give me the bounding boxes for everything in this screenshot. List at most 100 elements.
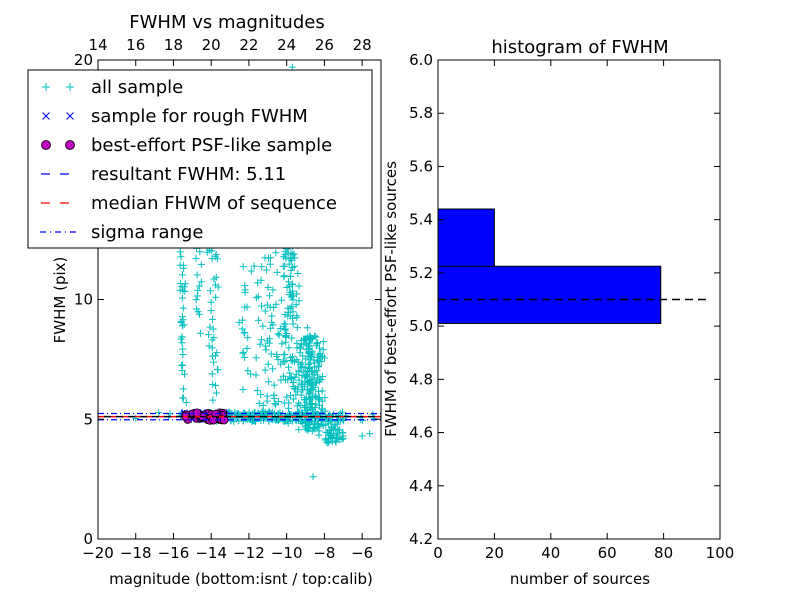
all-sample-point	[281, 248, 289, 256]
hist-x-tick-label: 80	[654, 544, 673, 562]
hist-y-tick-label: 4.4	[409, 477, 433, 495]
all-sample-point	[279, 417, 287, 425]
all-sample-point	[307, 334, 315, 342]
all-sample-point	[240, 329, 248, 337]
reference-lines	[98, 412, 381, 421]
all-sample-point	[253, 387, 261, 395]
all-sample-point	[263, 301, 271, 309]
legend-entry: sigma range	[40, 222, 203, 243]
all-sample-point	[293, 402, 301, 410]
all-sample-point	[295, 376, 303, 384]
all-sample-point	[262, 346, 270, 354]
all-sample-point	[289, 308, 297, 316]
hist-y-tick-label: 5.4	[409, 211, 433, 229]
all-sample-point	[286, 255, 294, 263]
all-sample-point	[240, 409, 248, 417]
all-sample-point	[366, 430, 374, 438]
legend-label: sample for rough FWHM	[91, 106, 308, 127]
all-sample-point	[284, 309, 292, 317]
all-sample-point	[295, 282, 303, 290]
all-sample-point	[211, 352, 219, 360]
x-tick-label: −8	[313, 544, 335, 562]
legend-entry: median FHWM of sequence	[40, 193, 337, 214]
histogram-bars	[437, 208, 662, 324]
all-sample-point	[304, 426, 312, 434]
all-sample-point	[287, 374, 295, 382]
all-sample-point	[324, 417, 332, 425]
all-sample-point	[208, 344, 216, 352]
all-sample-point	[313, 421, 321, 429]
all-sample-point	[289, 417, 297, 425]
all-sample-point	[287, 272, 295, 280]
all-sample-point	[318, 405, 326, 413]
all-sample-point	[338, 408, 346, 416]
all-sample-point	[265, 254, 273, 262]
all-sample-point	[208, 255, 216, 263]
all-sample-point	[285, 260, 293, 268]
all-sample-point	[193, 292, 201, 300]
all-sample-point	[241, 286, 249, 294]
all-sample-point	[155, 409, 163, 417]
all-sample-point	[236, 411, 244, 419]
all-sample-point	[320, 354, 328, 362]
all-sample-point	[309, 393, 317, 401]
scatter-axes: −20 −18 −16 −14 −12 −10 −8 −6 14 16 18 20 22 24 26 28 0 5…	[74, 36, 381, 562]
all-sample-point	[257, 417, 265, 425]
y-tick-label: 5	[83, 410, 93, 428]
top-tick-label: 28	[353, 36, 372, 54]
all-sample-point	[281, 399, 289, 407]
all-sample-point	[239, 386, 247, 394]
all-sample-point	[303, 340, 311, 348]
all-sample-point	[284, 363, 292, 371]
all-sample-point	[178, 361, 186, 369]
top-tick-label: 18	[164, 36, 183, 54]
hist-y-tick-label: 5.8	[409, 104, 433, 122]
y-tick-label: 10	[74, 291, 93, 309]
all-sample-point	[286, 288, 294, 296]
all-sample-point	[358, 432, 366, 440]
all-sample-point	[276, 325, 284, 333]
all-sample-point	[268, 312, 276, 320]
all-sample-point	[317, 352, 325, 360]
all-sample-point	[316, 377, 324, 385]
all-sample-point	[176, 286, 184, 294]
all-sample-point	[264, 283, 272, 291]
all-sample-point	[293, 314, 301, 322]
all-sample-point	[212, 251, 220, 259]
all-sample-point	[241, 353, 249, 361]
all-sample-point	[192, 254, 200, 262]
all-sample-point	[263, 266, 271, 274]
all-sample-point	[279, 372, 287, 380]
all-sample-point	[181, 370, 189, 378]
legend-label: all sample	[91, 77, 183, 98]
all-sample-point	[313, 371, 321, 379]
all-sample-point	[177, 280, 185, 288]
all-sample-point	[287, 266, 295, 274]
all-sample-point	[295, 426, 303, 434]
all-sample-point	[179, 316, 187, 324]
all-sample-point	[319, 422, 327, 430]
scatter-chart: −20 −18 −16 −14 −12 −10 −8 −6 14 16 18 20 22 24 26 28 0 5…	[27, 12, 382, 588]
hist-x-tick-label: 60	[598, 544, 617, 562]
all-sample-point	[178, 294, 186, 302]
all-sample-point	[359, 416, 367, 424]
scatter-y-axis-label: FWHM (pix)	[51, 257, 69, 344]
all-sample-point	[213, 366, 221, 374]
all-sample-point	[307, 376, 315, 384]
all-sample-point	[306, 350, 314, 358]
all-sample-point	[301, 403, 309, 411]
all-sample-point	[297, 344, 305, 352]
all-sample-point	[272, 401, 280, 409]
legend-label: best-effort PSF-like sample	[91, 135, 332, 156]
top-tick-label: 14	[88, 36, 107, 54]
all-sample-point	[208, 370, 216, 378]
all-sample-point	[176, 261, 184, 269]
all-sample-point	[306, 333, 314, 341]
all-sample-point	[288, 292, 296, 300]
all-sample-point	[247, 267, 255, 275]
all-sample-point	[286, 392, 294, 400]
all-sample-point	[193, 271, 201, 279]
all-sample-point	[284, 278, 292, 286]
hist-y-tick-label: 4.6	[409, 424, 433, 442]
